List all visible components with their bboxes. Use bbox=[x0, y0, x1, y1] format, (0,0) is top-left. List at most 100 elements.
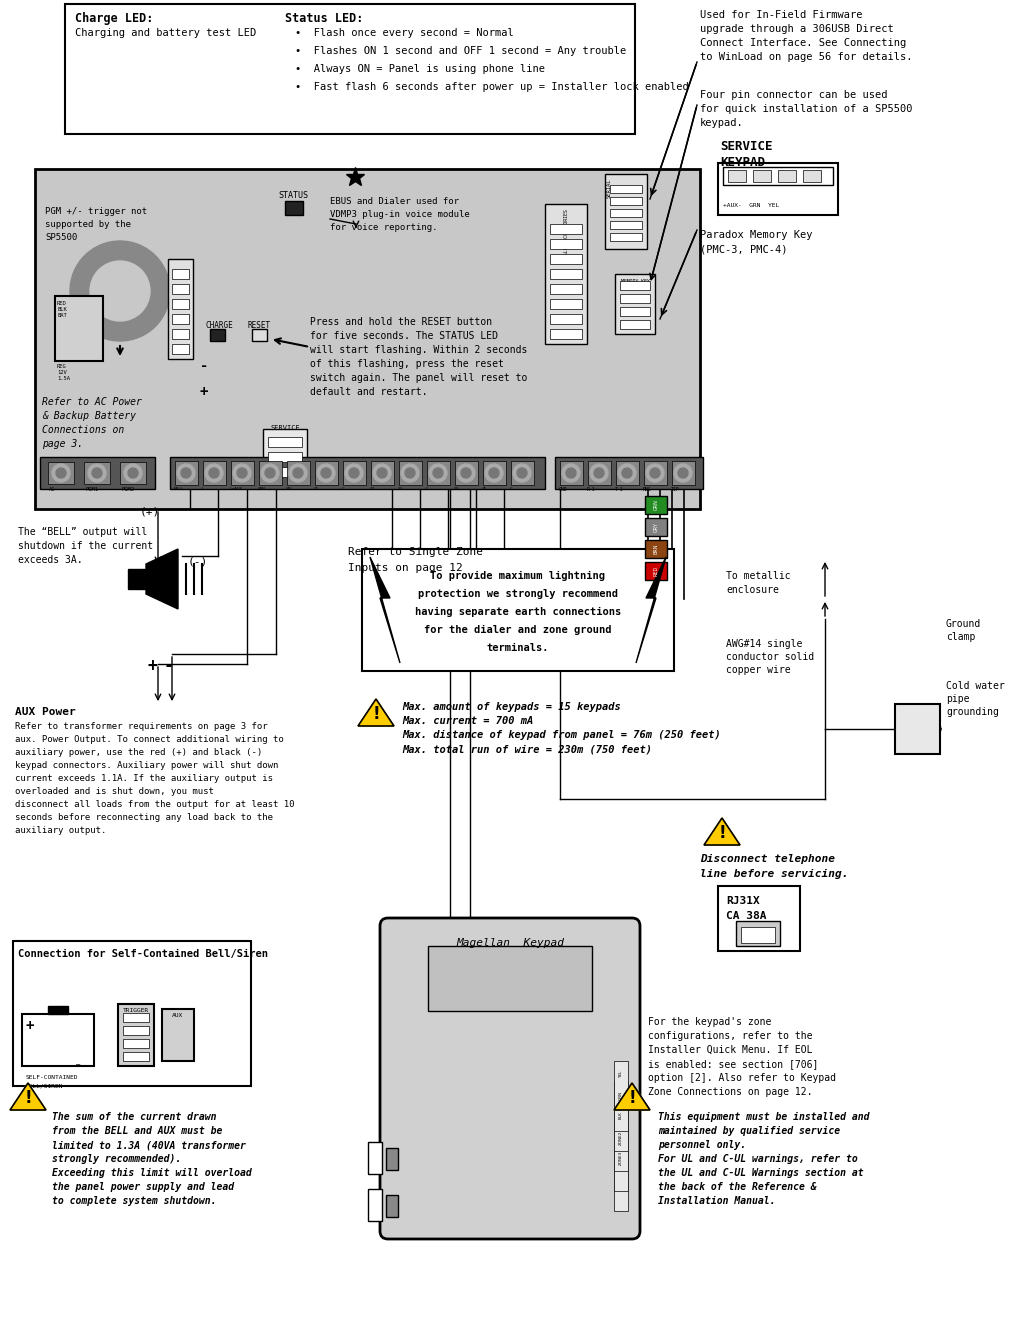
Text: BLK: BLK bbox=[618, 1111, 623, 1119]
Bar bbox=[610, 197, 642, 205]
Bar bbox=[605, 174, 647, 249]
Bar bbox=[550, 239, 582, 249]
Bar bbox=[172, 330, 189, 339]
Bar bbox=[560, 461, 583, 485]
Text: !: ! bbox=[628, 1088, 636, 1107]
Bar bbox=[118, 1003, 154, 1066]
Text: GRN: GRN bbox=[618, 1091, 623, 1100]
Text: Max. distance of keypad from panel = 76m (250 feet): Max. distance of keypad from panel = 76m… bbox=[402, 730, 721, 740]
Text: switch again. The panel will reset to: switch again. The panel will reset to bbox=[310, 373, 527, 383]
Text: default and restart.: default and restart. bbox=[310, 387, 427, 397]
Text: Zone Connections on page 12.: Zone Connections on page 12. bbox=[648, 1087, 812, 1096]
FancyBboxPatch shape bbox=[380, 918, 640, 1239]
Text: the panel power supply and lead: the panel power supply and lead bbox=[52, 1181, 234, 1192]
Bar bbox=[362, 549, 674, 671]
Bar bbox=[231, 461, 254, 485]
Text: (+): (+) bbox=[140, 506, 160, 517]
Bar bbox=[895, 704, 940, 754]
Text: RESET: RESET bbox=[248, 322, 271, 330]
Bar bbox=[120, 462, 146, 484]
Text: MEMORY KEY: MEMORY KEY bbox=[621, 279, 649, 284]
Text: This equipment must be installed and: This equipment must be installed and bbox=[658, 1112, 869, 1122]
Text: conductor solid: conductor solid bbox=[726, 653, 814, 662]
Circle shape bbox=[562, 464, 580, 482]
Circle shape bbox=[489, 468, 499, 478]
Bar bbox=[550, 314, 582, 324]
Circle shape bbox=[650, 468, 660, 478]
Bar bbox=[172, 284, 189, 294]
Text: For UL and C-UL warnings, refer to: For UL and C-UL warnings, refer to bbox=[658, 1154, 858, 1164]
Bar bbox=[268, 437, 302, 447]
Text: auxiliary output.: auxiliary output. bbox=[15, 827, 106, 835]
Polygon shape bbox=[358, 699, 394, 726]
Bar bbox=[123, 1053, 150, 1061]
Text: YEL: YEL bbox=[618, 1071, 623, 1078]
Text: to complete system shutdown.: to complete system shutdown. bbox=[52, 1196, 216, 1205]
Bar bbox=[172, 268, 189, 279]
Bar bbox=[252, 330, 267, 342]
Circle shape bbox=[457, 464, 475, 482]
Bar bbox=[620, 320, 650, 330]
Bar bbox=[428, 946, 592, 1011]
Text: from the BELL and AUX must be: from the BELL and AUX must be bbox=[52, 1126, 222, 1136]
Circle shape bbox=[70, 241, 170, 342]
Text: page 3.: page 3. bbox=[42, 439, 83, 449]
Bar bbox=[550, 284, 582, 294]
Text: KEYPAD: KEYPAD bbox=[720, 155, 765, 169]
Text: BELL/SIREN: BELL/SIREN bbox=[26, 1084, 63, 1088]
Text: option [2]. Also refer to Keypad: option [2]. Also refer to Keypad bbox=[648, 1073, 836, 1083]
Text: personnel only.: personnel only. bbox=[658, 1140, 746, 1150]
Circle shape bbox=[293, 468, 303, 478]
Bar bbox=[803, 170, 821, 182]
Bar bbox=[175, 461, 198, 485]
Bar bbox=[172, 314, 189, 324]
Text: configurations, refer to the: configurations, refer to the bbox=[648, 1031, 812, 1041]
Text: RED
BLK
BAT: RED BLK BAT bbox=[57, 300, 67, 318]
Text: keypad.: keypad. bbox=[700, 118, 743, 128]
Text: Connect Interface. See Connecting: Connect Interface. See Connecting bbox=[700, 39, 906, 48]
Text: PGM +/- trigger not: PGM +/- trigger not bbox=[45, 207, 147, 217]
Text: Z5: Z5 bbox=[482, 486, 487, 490]
Text: ZONE2: ZONE2 bbox=[618, 1131, 623, 1146]
Text: To metallic: To metallic bbox=[726, 571, 791, 581]
Text: terminals.: terminals. bbox=[486, 643, 549, 653]
Circle shape bbox=[646, 464, 664, 482]
Text: GRN: GRN bbox=[653, 500, 658, 510]
Text: Press and hold the RESET button: Press and hold the RESET button bbox=[310, 318, 493, 327]
Text: AC: AC bbox=[49, 486, 55, 492]
Bar bbox=[172, 299, 189, 310]
Text: Installation Manual.: Installation Manual. bbox=[658, 1196, 775, 1205]
Bar bbox=[84, 462, 110, 484]
Text: SERVICE: SERVICE bbox=[270, 425, 300, 431]
Text: Z3: Z3 bbox=[398, 486, 403, 490]
Text: BRN: BRN bbox=[653, 544, 658, 554]
Bar bbox=[614, 1120, 628, 1191]
Bar bbox=[13, 941, 251, 1086]
Text: •  Always ON = Panel is using phone line: • Always ON = Panel is using phone line bbox=[295, 64, 545, 74]
Text: Max. amount of keypads = 15 keypads: Max. amount of keypads = 15 keypads bbox=[402, 702, 621, 712]
Bar bbox=[268, 452, 302, 462]
Text: Exceeding this limit will overload: Exceeding this limit will overload bbox=[52, 1168, 252, 1177]
Bar bbox=[259, 461, 282, 485]
Bar bbox=[285, 201, 303, 215]
Bar bbox=[386, 1148, 398, 1170]
Text: C: C bbox=[510, 486, 513, 490]
Circle shape bbox=[433, 468, 443, 478]
Bar bbox=[203, 461, 226, 485]
Text: The “BELL” output will: The “BELL” output will bbox=[18, 528, 147, 537]
Circle shape bbox=[92, 468, 102, 478]
Text: STATUS: STATUS bbox=[278, 191, 308, 199]
Bar bbox=[287, 461, 310, 485]
Circle shape bbox=[56, 468, 66, 478]
Circle shape bbox=[377, 468, 387, 478]
Text: shutdown if the current: shutdown if the current bbox=[18, 541, 154, 552]
Circle shape bbox=[618, 464, 636, 482]
Bar bbox=[616, 461, 639, 485]
Bar bbox=[55, 296, 103, 361]
Text: Z4: Z4 bbox=[454, 486, 459, 490]
Text: GRN: GRN bbox=[258, 486, 266, 490]
Bar bbox=[386, 1195, 398, 1217]
Circle shape bbox=[289, 464, 307, 482]
Bar bbox=[172, 344, 189, 354]
Bar bbox=[614, 1080, 628, 1151]
